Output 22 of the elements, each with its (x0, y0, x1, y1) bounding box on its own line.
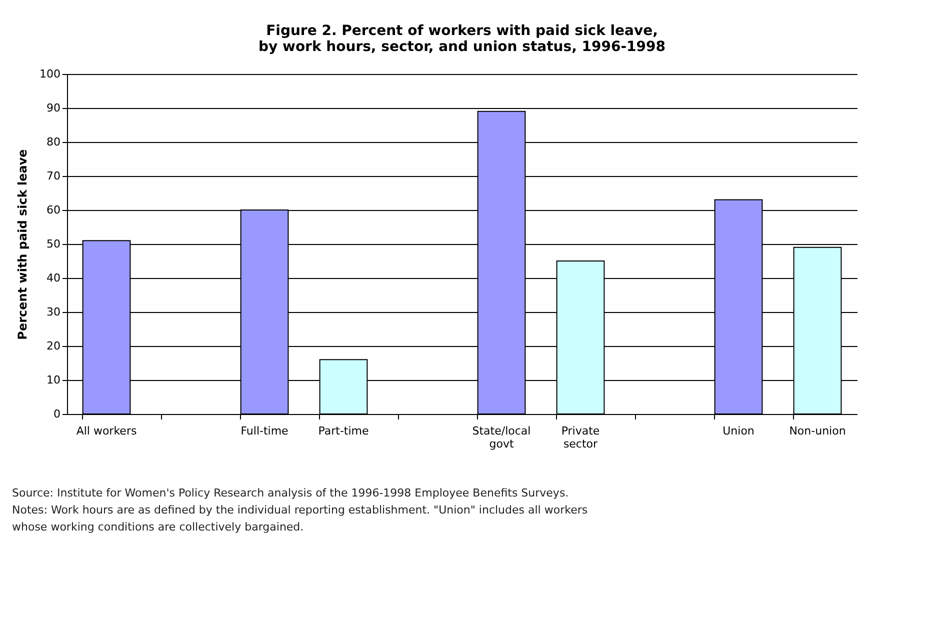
y-tick-label: 100 (40, 68, 60, 80)
y-tick-label: 20 (46, 340, 60, 352)
x-tick-label: State/local govt (472, 424, 531, 450)
y-tick-label: 40 (46, 272, 60, 284)
y-tick-label: 30 (46, 306, 60, 318)
y-tick-label: 10 (46, 374, 60, 386)
source-note: Source: Institute for Women's Policy Research analysis of the 1996-1998 Employee Benefits Surveys. (12, 486, 569, 500)
x-tick-label: Full-time (240, 424, 289, 438)
x-tick-label: Part-time (318, 424, 369, 438)
x-tick-label: Non-union (789, 424, 846, 438)
x-tick-label: All workers (76, 424, 137, 438)
y-tick-label: 70 (46, 170, 60, 182)
y-tick-label: 80 (46, 136, 60, 148)
x-tick-label: Union (722, 424, 754, 438)
y-axis-title: Percent with paid sick leave (16, 149, 30, 340)
y-tick-label: 50 (46, 238, 60, 250)
x-tick-label: Private sector (561, 424, 600, 450)
y-tick-label: 90 (46, 102, 60, 114)
text: Notes: Work hours are as defined by the individual reporting establishment. "Union" includes all workers whose working conditions are collectively bargained. (12, 504, 588, 534)
y-tick-label: 0 (54, 408, 60, 420)
y-tick-label: 60 (46, 204, 60, 216)
chart-title: Figure 2. Percent of workers with paid sick leave, by work hours, sector, and union status, 1996-1998 (258, 23, 666, 55)
